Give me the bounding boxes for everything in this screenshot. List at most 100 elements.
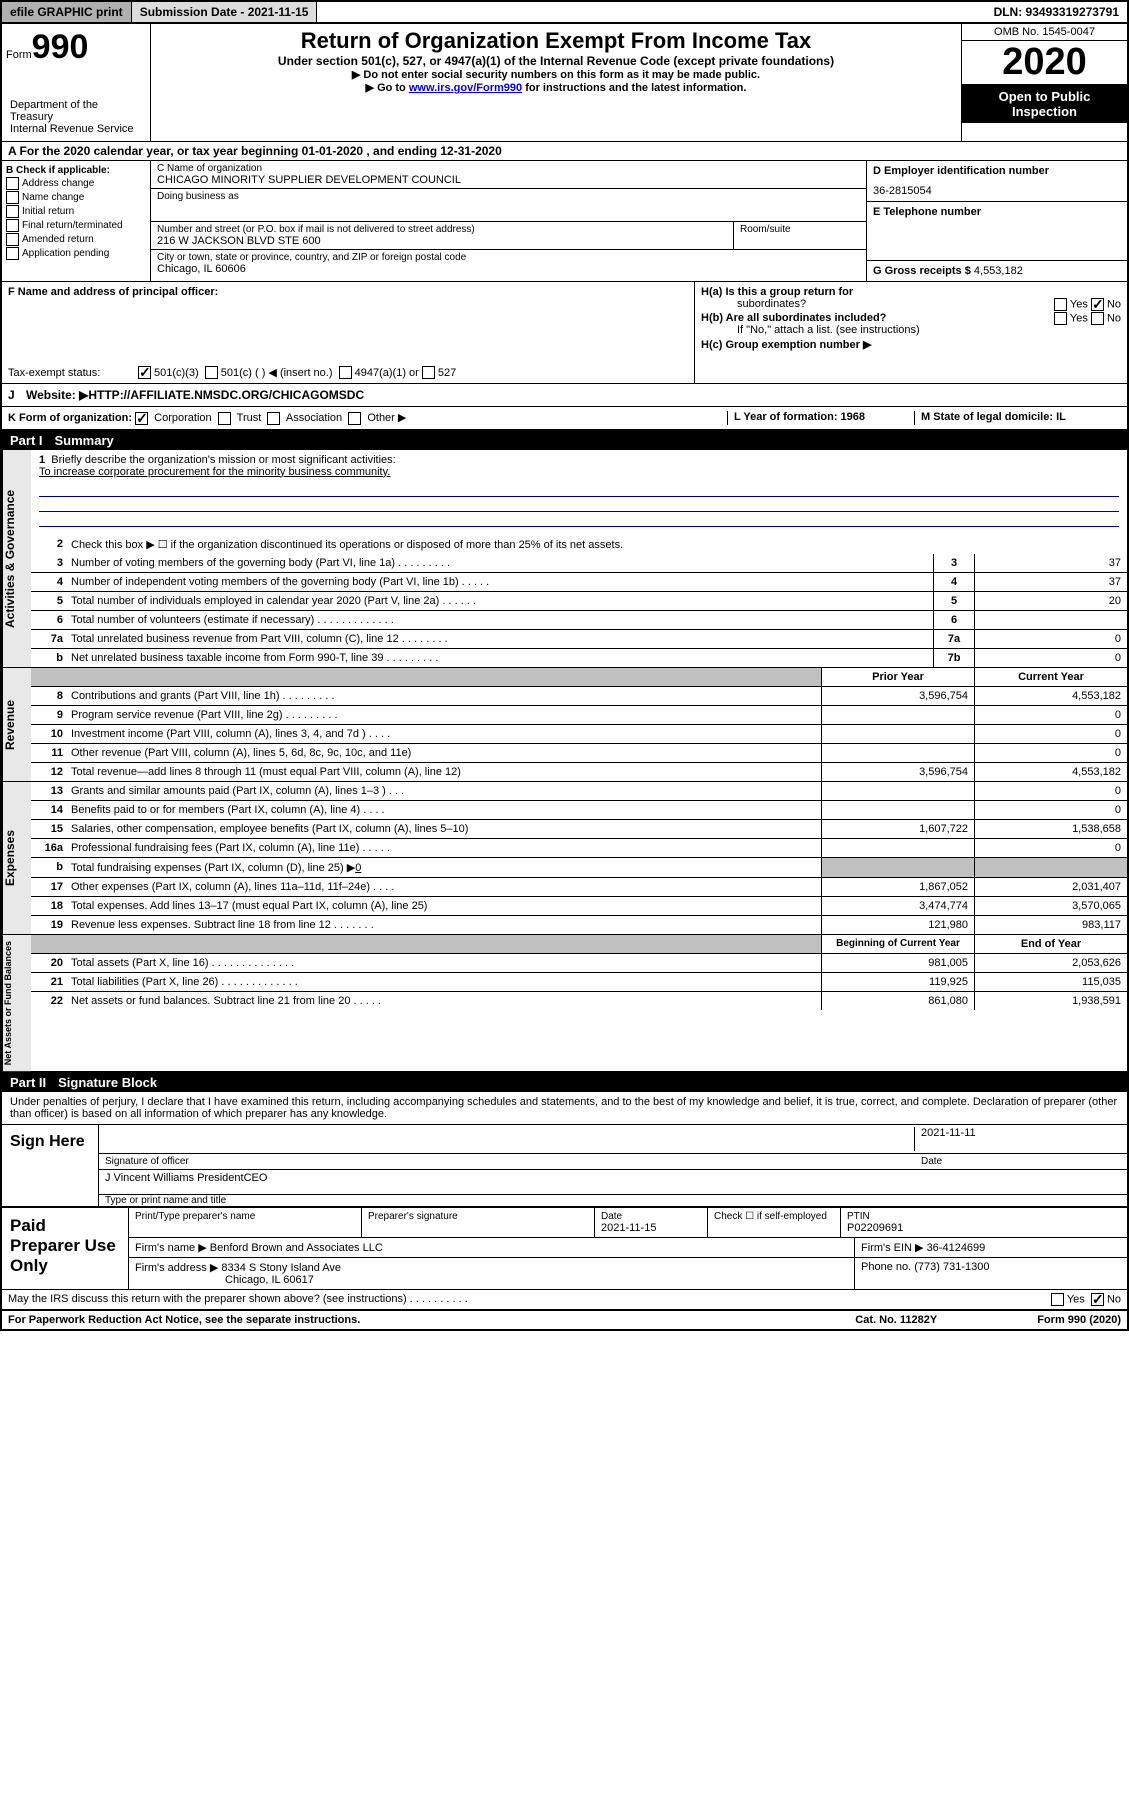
l16b-curr bbox=[974, 858, 1127, 877]
l2-text: Check this box ▶ ☐ if the organization d… bbox=[67, 535, 1127, 554]
cb-ha-yes[interactable] bbox=[1054, 298, 1067, 311]
street-block: Number and street (or P.O. box if mail i… bbox=[151, 222, 866, 250]
cb-501c[interactable] bbox=[205, 366, 218, 379]
l15-text: Salaries, other compensation, employee b… bbox=[67, 820, 821, 838]
footer: For Paperwork Reduction Act Notice, see … bbox=[2, 1311, 1127, 1329]
sig-date-val: 2021-11-11 bbox=[914, 1127, 1121, 1151]
line-4: 4 Number of independent voting members o… bbox=[31, 573, 1127, 592]
part1-num: Part I bbox=[10, 433, 43, 448]
l14-num: 14 bbox=[31, 801, 67, 819]
cb-501c3[interactable] bbox=[138, 366, 151, 379]
line-17: 17 Other expenses (Part IX, column (A), … bbox=[31, 878, 1127, 897]
l4-val: 37 bbox=[974, 573, 1127, 591]
l14-text: Benefits paid to or for members (Part IX… bbox=[67, 801, 821, 819]
cb-4947[interactable] bbox=[339, 366, 352, 379]
cb-name-change[interactable]: Name change bbox=[6, 191, 146, 204]
mission-line1 bbox=[39, 482, 1119, 497]
l5-box: 5 bbox=[933, 592, 974, 610]
governance-content: 1 Briefly describe the organization's mi… bbox=[31, 450, 1127, 667]
line-10: 10 Investment income (Part VIII, column … bbox=[31, 725, 1127, 744]
part2-title: Signature Block bbox=[58, 1075, 157, 1090]
street-label: Number and street (or P.O. box if mail i… bbox=[157, 224, 727, 235]
irs-link[interactable]: www.irs.gov/Form990 bbox=[409, 82, 522, 94]
room-suite: Room/suite bbox=[734, 222, 866, 249]
sign-here-right: 2021-11-11 Signature of officer Date J V… bbox=[99, 1125, 1127, 1206]
omb-number: OMB No. 1545-0047 bbox=[962, 24, 1127, 41]
city-value: Chicago, IL 60606 bbox=[157, 263, 860, 275]
cb-corporation[interactable] bbox=[135, 412, 148, 425]
cb-hb-yes[interactable] bbox=[1054, 312, 1067, 325]
preparer-section: Paid Preparer Use Only Print/Type prepar… bbox=[2, 1206, 1127, 1290]
q1-text: Briefly describe the organization's miss… bbox=[51, 454, 395, 466]
l20-prior: 981,005 bbox=[821, 954, 974, 972]
header-center: Return of Organization Exempt From Incom… bbox=[151, 24, 961, 141]
department-label: Department of the Treasury Internal Reve… bbox=[6, 97, 146, 137]
l12-curr: 4,553,182 bbox=[974, 763, 1127, 781]
l20-num: 20 bbox=[31, 954, 67, 972]
form-number: 990 bbox=[32, 28, 89, 66]
part2-num: Part II bbox=[10, 1075, 46, 1090]
hb-note: If "No," attach a list. (see instruction… bbox=[701, 324, 920, 336]
l16b-prior bbox=[821, 858, 974, 877]
l8-prior: 3,596,754 bbox=[821, 687, 974, 705]
cb-application-pending[interactable]: Application pending bbox=[6, 247, 146, 260]
gross-label: G Gross receipts $ bbox=[873, 265, 974, 277]
l21-text: Total liabilities (Part X, line 26) . . … bbox=[67, 973, 821, 991]
revenue-content: Prior Year Current Year 8 Contributions … bbox=[31, 668, 1127, 781]
cb-amended-return[interactable]: Amended return bbox=[6, 233, 146, 246]
cb-discuss-yes[interactable] bbox=[1051, 1293, 1064, 1306]
lbl-4947: 4947(a)(1) or bbox=[355, 367, 419, 379]
efile-print-button[interactable]: efile GRAPHIC print bbox=[2, 2, 132, 22]
l18-prior: 3,474,774 bbox=[821, 897, 974, 915]
form-container: efile GRAPHIC print Submission Date - 20… bbox=[0, 0, 1129, 1331]
cb-address-change[interactable]: Address change bbox=[6, 177, 146, 190]
lbl-501c: 501(c) ( ) ◀ (insert no.) bbox=[221, 366, 333, 379]
tax-status-label: Tax-exempt status: bbox=[8, 367, 138, 379]
cb-527[interactable] bbox=[422, 366, 435, 379]
cb-initial-return[interactable]: Initial return bbox=[6, 205, 146, 218]
sig-name-val: J Vincent Williams PresidentCEO bbox=[105, 1172, 267, 1192]
tax-year: 2020 bbox=[962, 41, 1127, 85]
l7a-val: 0 bbox=[974, 630, 1127, 648]
l5-text: Total number of individuals employed in … bbox=[67, 592, 933, 610]
l3-text: Number of voting members of the governin… bbox=[67, 554, 933, 572]
ha-row: H(a) Is this a group return for subordin… bbox=[701, 286, 1121, 310]
cb-final-return[interactable]: Final return/terminated bbox=[6, 219, 146, 232]
sig-officer-line: 2021-11-11 bbox=[99, 1125, 1127, 1154]
footer-left: For Paperwork Reduction Act Notice, see … bbox=[8, 1314, 360, 1326]
l11-curr: 0 bbox=[974, 744, 1127, 762]
gross-block: G Gross receipts $ 4,553,182 bbox=[867, 261, 1127, 281]
l9-num: 9 bbox=[31, 706, 67, 724]
form-note1: ▶ Do not enter social security numbers o… bbox=[159, 68, 953, 81]
part1-header: Part I Summary bbox=[2, 431, 1127, 450]
l6-num: 6 bbox=[31, 611, 67, 629]
cb-ha-no[interactable] bbox=[1091, 298, 1104, 311]
cb-discuss-no[interactable] bbox=[1091, 1293, 1104, 1306]
cb-other[interactable] bbox=[348, 412, 361, 425]
form-prefix: Form bbox=[6, 49, 32, 61]
rh-num bbox=[31, 668, 67, 686]
l9-prior bbox=[821, 706, 974, 724]
phone-block: E Telephone number bbox=[867, 202, 1127, 261]
l9-text: Program service revenue (Part VIII, line… bbox=[67, 706, 821, 724]
row-l-year: L Year of formation: 1968 bbox=[727, 411, 914, 425]
l11-num: 11 bbox=[31, 744, 67, 762]
rh-curr: Current Year bbox=[974, 668, 1127, 686]
l14-curr: 0 bbox=[974, 801, 1127, 819]
line-12: 12 Total revenue—add lines 8 through 11 … bbox=[31, 763, 1127, 781]
prep-firm-addr: Firm's address ▶ 8334 S Stony Island Ave… bbox=[129, 1258, 855, 1289]
cb-trust[interactable] bbox=[218, 412, 231, 425]
l12-text: Total revenue—add lines 8 through 11 (mu… bbox=[67, 763, 821, 781]
footer-cat: Cat. No. 11282Y bbox=[855, 1314, 937, 1326]
prep-ptin: PTIN P02209691 bbox=[841, 1208, 1127, 1237]
cb-association[interactable] bbox=[267, 412, 280, 425]
row-k-org-form: K Form of organization: Corporation Trus… bbox=[2, 407, 1127, 431]
cb-hb-no[interactable] bbox=[1091, 312, 1104, 325]
governance-block: Activities & Governance 1 Briefly descri… bbox=[2, 450, 1127, 668]
l10-num: 10 bbox=[31, 725, 67, 743]
netassets-header: Beginning of Current Year End of Year bbox=[31, 935, 1127, 954]
expenses-content: 13 Grants and similar amounts paid (Part… bbox=[31, 782, 1127, 934]
prep-signature: Preparer's signature bbox=[362, 1208, 595, 1237]
l9-curr: 0 bbox=[974, 706, 1127, 724]
org-name: CHICAGO MINORITY SUPPLIER DEVELOPMENT CO… bbox=[157, 174, 860, 186]
